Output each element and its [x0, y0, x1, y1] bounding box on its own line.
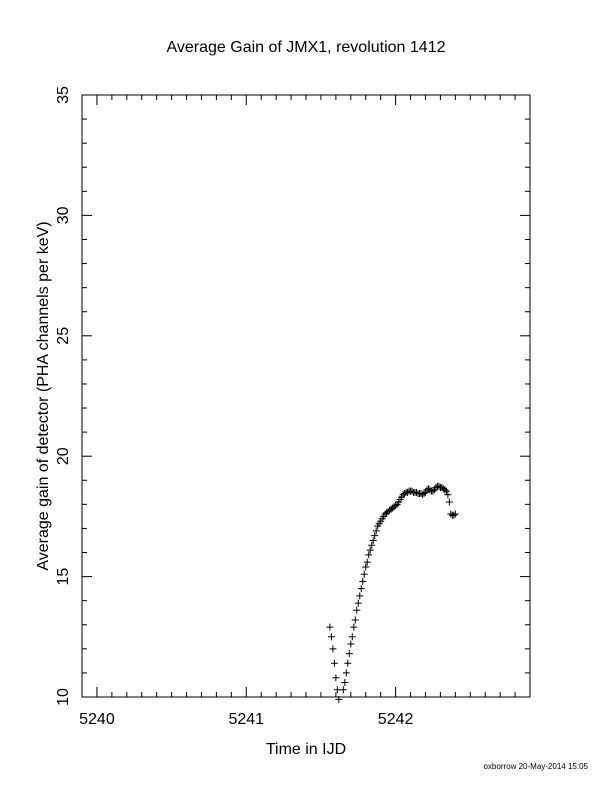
- data-point: [444, 491, 452, 499]
- chart-title: Average Gain of JMX1, revolution 1412: [167, 39, 446, 56]
- data-point: [441, 486, 449, 494]
- data-point: [327, 633, 335, 641]
- data-point: [350, 623, 358, 631]
- data-point: [330, 659, 338, 667]
- data-point: [366, 546, 374, 554]
- data-point: [348, 633, 356, 641]
- data-point: [357, 585, 365, 593]
- data-points: [326, 482, 459, 703]
- data-point: [341, 679, 349, 687]
- data-point: [392, 502, 400, 510]
- data-point: [353, 606, 361, 614]
- data-point: [335, 695, 343, 703]
- data-point: [429, 487, 437, 495]
- data-point: [408, 487, 416, 495]
- data-point: [404, 488, 412, 496]
- data-point: [347, 640, 355, 648]
- y-tick-label: 20: [55, 447, 72, 465]
- plot-frame: [81, 94, 531, 698]
- data-point: [368, 541, 376, 549]
- x-tick-label: 5240: [79, 711, 115, 728]
- y-tick-label: 30: [55, 206, 72, 224]
- data-point: [445, 498, 453, 506]
- x-axis-label: Time in IJD: [266, 741, 346, 758]
- data-point: [365, 551, 373, 559]
- data-point: [371, 532, 379, 540]
- data-point: [372, 527, 380, 535]
- data-point: [359, 577, 367, 585]
- data-point: [435, 482, 443, 490]
- x-tick-label: 5242: [378, 711, 414, 728]
- data-point: [344, 659, 352, 667]
- data-point: [451, 510, 459, 518]
- x-tick-label: 5241: [228, 711, 264, 728]
- data-point: [332, 674, 340, 682]
- y-tick-label: 35: [55, 86, 72, 104]
- data-point: [360, 570, 368, 578]
- data-point: [339, 686, 347, 694]
- data-point: [326, 623, 334, 631]
- y-tick-label: 25: [55, 327, 72, 345]
- y-tick-label: 15: [55, 568, 72, 586]
- tick-labels: 5240 5241 5242 10 15 20 25 30 35: [55, 86, 413, 728]
- data-point: [450, 511, 458, 519]
- y-axis-label: Average gain of detector (PHA channels p…: [35, 221, 52, 570]
- data-point: [401, 490, 409, 498]
- data-point: [329, 645, 337, 653]
- data-point: [345, 650, 353, 658]
- data-point: [333, 686, 341, 694]
- data-point: [342, 669, 350, 677]
- data-point: [413, 488, 421, 496]
- data-point: [369, 536, 377, 544]
- data-point: [442, 487, 450, 495]
- data-point: [354, 599, 362, 607]
- data-point: [362, 563, 370, 571]
- data-point: [351, 616, 359, 624]
- axis-ticks: [81, 94, 531, 698]
- data-point: [420, 490, 428, 498]
- y-tick-label: 10: [55, 688, 72, 706]
- footer-credit: oxborrow 20-May-2014 15:05: [483, 762, 588, 771]
- data-point: [356, 592, 364, 600]
- data-point: [363, 558, 371, 566]
